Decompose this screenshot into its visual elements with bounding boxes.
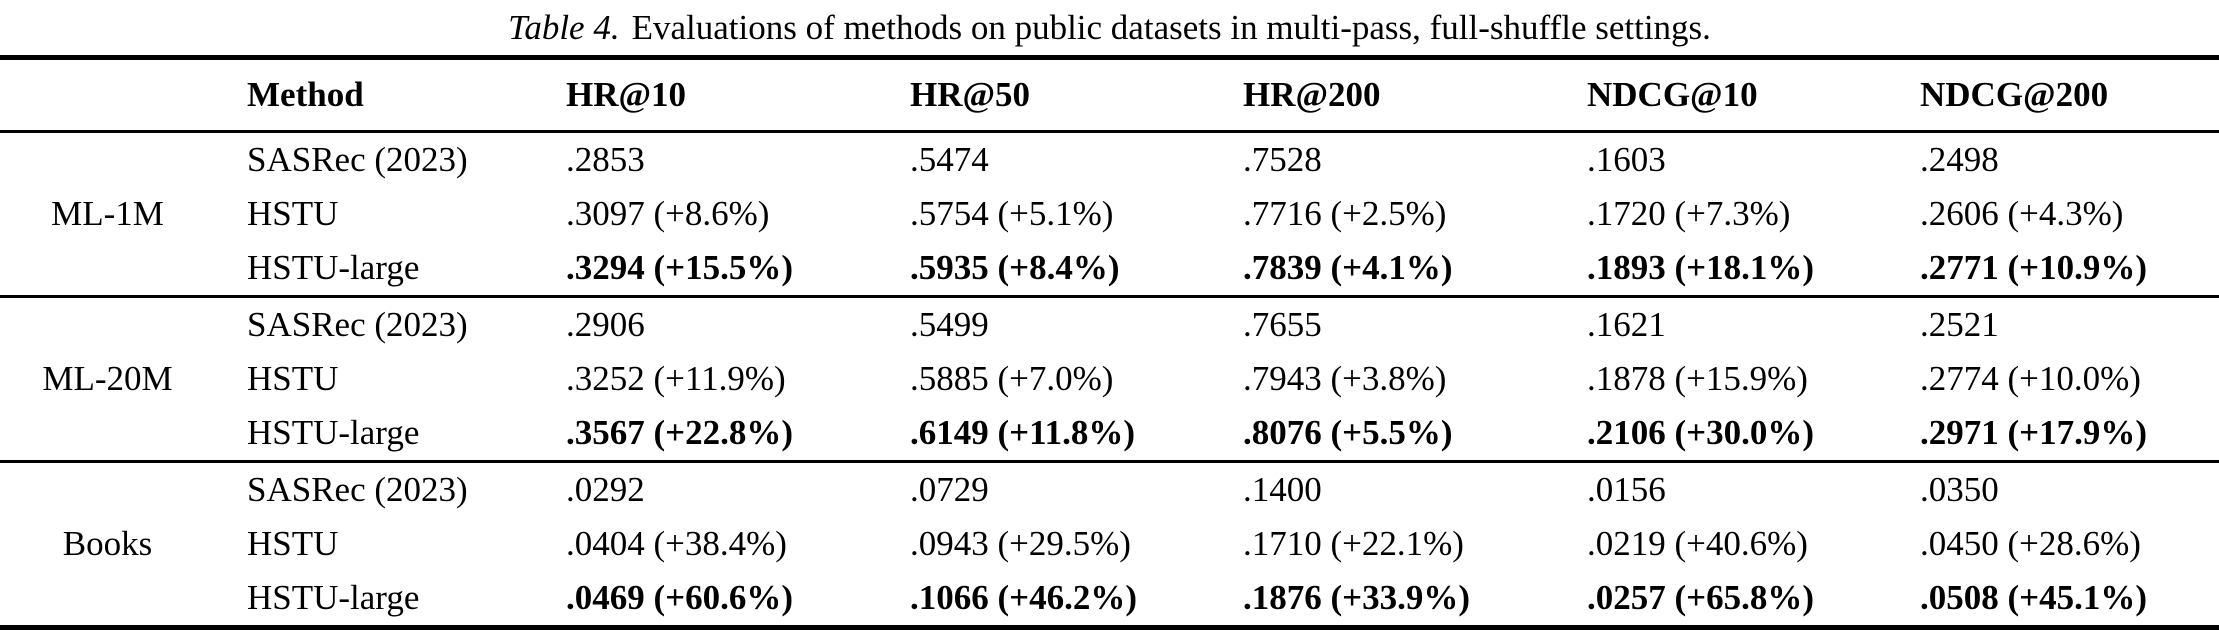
metric-cell: .1878 (+15.9%) [1587,359,1808,398]
metric-cell: .5885 (+7.0%) [910,359,1114,398]
metric-cell: .2106 (+30.0%) [1587,413,1815,452]
metric-cell: .5754 (+5.1%) [910,194,1114,233]
metric-cell: .0350 [1920,470,1999,509]
method-cell: HSTU-large [247,248,420,287]
metric-cell: .1066 (+46.2%) [910,578,1138,617]
method-cell: HSTU [247,524,339,563]
dataset-label: ML-1M [51,194,164,233]
group-rows: SASRec (2023) .0292 .0729 .1400 .0156 .0350 HS… [215,463,2219,625]
metric-cell: .2606 (+4.3%) [1920,194,2124,233]
group-rows: SASRec (2023) .2906 .5499 .7655 .1621 .2521 HS… [215,298,2219,460]
metric-cell: .0450 (+28.6%) [1920,524,2141,563]
metric-cell: .1893 (+18.1%) [1587,248,1815,287]
table-row: HSTU .3097 (+8.6%) .5754 (+5.1%) .7716 (+2.… [215,187,2219,241]
method-cell: HSTU [247,194,339,233]
table-row: HSTU-large .3567 (+22.8%) .6149 (+11.8%) .8… [215,406,2219,460]
metric-cell: .1710 (+22.1%) [1243,524,1464,563]
metric-cell: .1621 [1587,305,1666,344]
method-cell: SASRec (2023) [247,140,468,179]
metric-cell: .3097 (+8.6%) [566,194,770,233]
metric-cell: .0292 [566,470,645,509]
metric-cell: .7655 [1243,305,1322,344]
metric-cell: .0508 (+45.1%) [1920,578,2148,617]
metric-cell: .1400 [1243,470,1322,509]
dataset-label: Books [62,524,153,563]
metric-cell: .3567 (+22.8%) [566,413,794,452]
metric-cell: .2971 (+17.9%) [1920,413,2148,452]
metric-cell: .0729 [910,470,989,509]
metric-cell: .0469 (+60.6%) [566,578,794,617]
metric-cell: .1603 [1587,140,1666,179]
dataset-group: ML-1M SASRec (2023) .2853 .5474 .7528 .1603 .2… [0,133,2219,298]
metric-cell: .2906 [566,305,645,344]
table-row: SASRec (2023) .2906 .5499 .7655 .1621 .2521 [215,298,2219,352]
metric-cell: .6149 (+11.8%) [910,413,1136,452]
table-row: HSTU-large .0469 (+60.6%) .1066 (+46.2%) .1… [215,571,2219,625]
col-header-ndcg-200: NDCG@200 [1920,75,2109,114]
metric-cell: .5499 [910,305,989,344]
metric-cell: .7943 (+3.8%) [1243,359,1447,398]
results-table: Method HR@10 HR@50 HR@200 NDCG@10 NDCG@2… [0,55,2219,630]
caption-label: Table 4. [508,7,620,47]
metric-cell: .3252 (+11.9%) [566,359,786,398]
table-body: ML-1M SASRec (2023) .2853 .5474 .7528 .1603 .2… [0,133,2219,630]
col-header-hr-10: HR@10 [566,75,687,114]
method-cell: HSTU [247,359,339,398]
metric-cell: .1876 (+33.9%) [1243,578,1471,617]
dataset-label: ML-20M [42,359,173,398]
table-caption: Table 4. Evaluations of methods on publi… [0,0,2219,55]
method-cell: HSTU-large [247,578,420,617]
col-header-method: Method [247,75,364,114]
metric-cell: .0943 (+29.5%) [910,524,1131,563]
dataset-group: ML-20M SASRec (2023) .2906 .5499 .7655 .1621.… [0,298,2219,463]
group-rows: SASRec (2023) .2853 .5474 .7528 .1603 .2498 HS… [215,133,2219,295]
metric-cell: .1720 (+7.3%) [1587,194,1791,233]
table-row: HSTU-large .3294 (+15.5%) .5935 (+8.4%) .78… [215,241,2219,295]
caption-text: Evaluations of methods on public dataset… [631,7,1711,47]
metric-cell: .2521 [1920,305,1999,344]
col-header-ndcg-10: NDCG@10 [1587,75,1758,114]
method-cell: HSTU-large [247,413,420,452]
metric-cell: .0257 (+65.8%) [1587,578,1815,617]
metric-cell: .8076 (+5.5%) [1243,413,1453,452]
metric-cell: .0404 (+38.4%) [566,524,787,563]
metric-cell: .7716 (+2.5%) [1243,194,1447,233]
metric-cell: .2771 (+10.9%) [1920,248,2148,287]
metric-cell: .7528 [1243,140,1322,179]
metric-cell: .2498 [1920,140,1999,179]
method-cell: SASRec (2023) [247,470,468,509]
col-header-hr-50: HR@50 [910,75,1031,114]
method-cell: SASRec (2023) [247,305,468,344]
table-row: HSTU .3252 (+11.9%) .5885 (+7.0%) .7943 (+3… [215,352,2219,406]
metric-cell: .3294 (+15.5%) [566,248,794,287]
metric-cell: .5935 (+8.4%) [910,248,1120,287]
metric-cell: .2853 [566,140,645,179]
metric-cell: .0219 (+40.6%) [1587,524,1808,563]
dataset-group: Books SASRec (2023) .0292 .0729 .1400 .0156 .0… [0,463,2219,630]
metric-cell: .5474 [910,140,989,179]
metric-cell: .2774 (+10.0%) [1920,359,2141,398]
table-row: SASRec (2023) .2853 .5474 .7528 .1603 .2498 [215,133,2219,187]
table-header-row: Method HR@10 HR@50 HR@200 NDCG@10 NDCG@2… [0,60,2219,133]
table-row: SASRec (2023) .0292 .0729 .1400 .0156 .0350 [215,463,2219,517]
metric-cell: .7839 (+4.1%) [1243,248,1453,287]
metric-cell: .0156 [1587,470,1666,509]
col-header-hr-200: HR@200 [1243,75,1381,114]
table-row: HSTU .0404 (+38.4%) .0943 (+29.5%) .1710 (+… [215,517,2219,571]
